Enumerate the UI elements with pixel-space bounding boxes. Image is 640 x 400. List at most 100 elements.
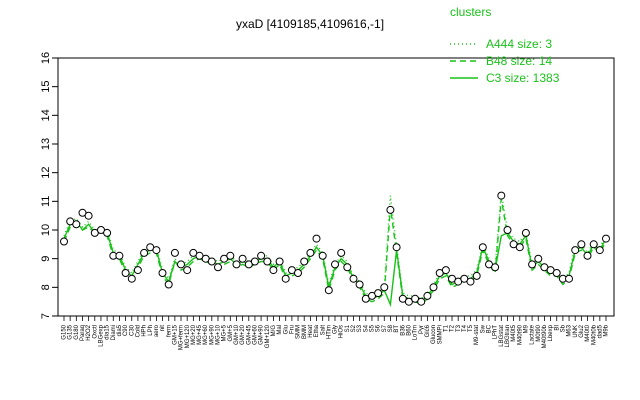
x-tick-label: HPh	[142, 325, 148, 337]
data-point	[466, 277, 475, 286]
data-point	[183, 266, 192, 275]
data-point	[521, 228, 530, 237]
x-tick-label: LPhT	[493, 325, 499, 340]
data-point	[250, 257, 259, 266]
legend: clusters A444 size: 3 B48 size: 14 C3 si…	[450, 5, 560, 85]
x-tick-label: LBGstat	[499, 325, 505, 347]
x-tick-label: Heat	[308, 325, 314, 338]
x-tick-label: Etha	[314, 324, 320, 337]
x-tick-label: MG+20	[191, 324, 197, 345]
data-point	[318, 251, 327, 260]
chart-title: yxaD [4109185,4109616,-1]	[236, 17, 384, 31]
x-tick-label: Cold	[135, 325, 141, 337]
data-point	[380, 283, 389, 292]
x-tick-label: M9-stat	[474, 325, 480, 345]
data-point	[515, 243, 524, 252]
data-point	[306, 248, 315, 257]
data-point	[355, 280, 364, 289]
data-point	[386, 205, 395, 214]
x-tick-label: MG+5	[222, 324, 228, 341]
x-tick-label: Lbexp	[548, 324, 554, 341]
x-tick-label: S5	[370, 324, 376, 332]
data-point	[275, 257, 284, 266]
data-point	[257, 251, 266, 260]
data-point	[472, 271, 481, 280]
x-tick-label: GM+90	[259, 324, 265, 345]
y-tick-label: 10	[40, 224, 52, 236]
x-tick-label: BT	[394, 325, 400, 333]
data-point	[528, 260, 537, 269]
x-tick-label: GM+120	[265, 324, 271, 348]
x-tick-label: GM+45	[246, 324, 252, 345]
data-point	[127, 274, 136, 283]
x-tick-label: Gly	[333, 325, 339, 334]
data-point	[534, 254, 543, 263]
data-point	[263, 257, 272, 266]
data-point	[343, 263, 352, 272]
data-point	[589, 240, 598, 249]
data-point	[417, 297, 426, 306]
x-tick-label: MG+45	[197, 324, 203, 345]
x-tick-label: M40t90	[517, 324, 523, 345]
x-tick-label: MG+ferm	[179, 325, 185, 350]
x-tick-label: Glucon	[431, 325, 437, 344]
data-point	[164, 280, 173, 289]
x-tick-label: M9	[524, 324, 530, 333]
y-tick-label: 16	[40, 52, 52, 64]
x-tick-label: S4	[363, 324, 369, 332]
data-point	[226, 251, 235, 260]
y-tick-label: 8	[40, 284, 52, 290]
data-point	[269, 266, 278, 275]
x-tick-label: S6	[376, 324, 382, 332]
x-tick-label: dia5	[117, 324, 123, 336]
x-tick-label: Sw	[480, 324, 486, 333]
x-tick-label: S3	[357, 324, 363, 332]
plot-frame	[57, 57, 615, 317]
series-line-dotted	[63, 192, 607, 300]
x-tick-label: S2	[351, 324, 357, 332]
data-point	[423, 291, 432, 300]
x-tick-label: G180	[74, 324, 80, 339]
x-tick-label: M63	[567, 324, 573, 336]
x-tick-label: BMM	[302, 325, 308, 339]
x-tick-label: G135	[68, 324, 74, 339]
x-tick-label: nit	[160, 325, 166, 332]
x-tick-label: B60	[406, 324, 412, 335]
x-tick-label: GM+10	[234, 324, 240, 345]
data-point	[312, 234, 321, 243]
x-tick-label: LoTm	[413, 325, 419, 340]
data-point	[121, 269, 130, 277]
y-tick-label: 15	[40, 81, 52, 93]
data-point	[177, 260, 185, 269]
x-tick-label: M/G	[271, 325, 277, 337]
x-tick-label: Mal	[277, 325, 283, 335]
x-tick-label: MG+90	[209, 324, 215, 345]
data-point	[602, 234, 610, 243]
x-tick-label: G150	[62, 324, 68, 339]
x-tick-label: MG+60	[203, 324, 209, 345]
x-tick-label: LPh	[148, 325, 154, 336]
data-point	[133, 266, 142, 275]
x-tick-label: S1	[345, 324, 351, 332]
data-point	[152, 246, 161, 255]
data-point	[429, 283, 438, 292]
data-point	[103, 228, 112, 237]
x-tick-label: M40t90b	[542, 324, 548, 348]
x-tick-label: GM+5	[228, 324, 234, 341]
x-tick-label: BC	[487, 324, 493, 333]
x-tick-label: T2	[450, 324, 456, 332]
data-point	[238, 254, 247, 263]
x-tick-label: M0t90	[536, 324, 542, 341]
x-tick-label: SMM	[296, 325, 302, 339]
data-point	[84, 211, 93, 220]
x-tick-label: UNK	[573, 325, 579, 338]
data-point	[324, 286, 333, 295]
data-points	[60, 191, 610, 306]
data-point	[552, 269, 561, 277]
x-tick-label: Sb	[560, 324, 566, 332]
x-tick-label: Pyr	[419, 325, 425, 334]
x-tick-label: H2O2	[86, 324, 92, 340]
x-tick-label: M9b	[604, 324, 610, 336]
data-point	[503, 226, 512, 234]
